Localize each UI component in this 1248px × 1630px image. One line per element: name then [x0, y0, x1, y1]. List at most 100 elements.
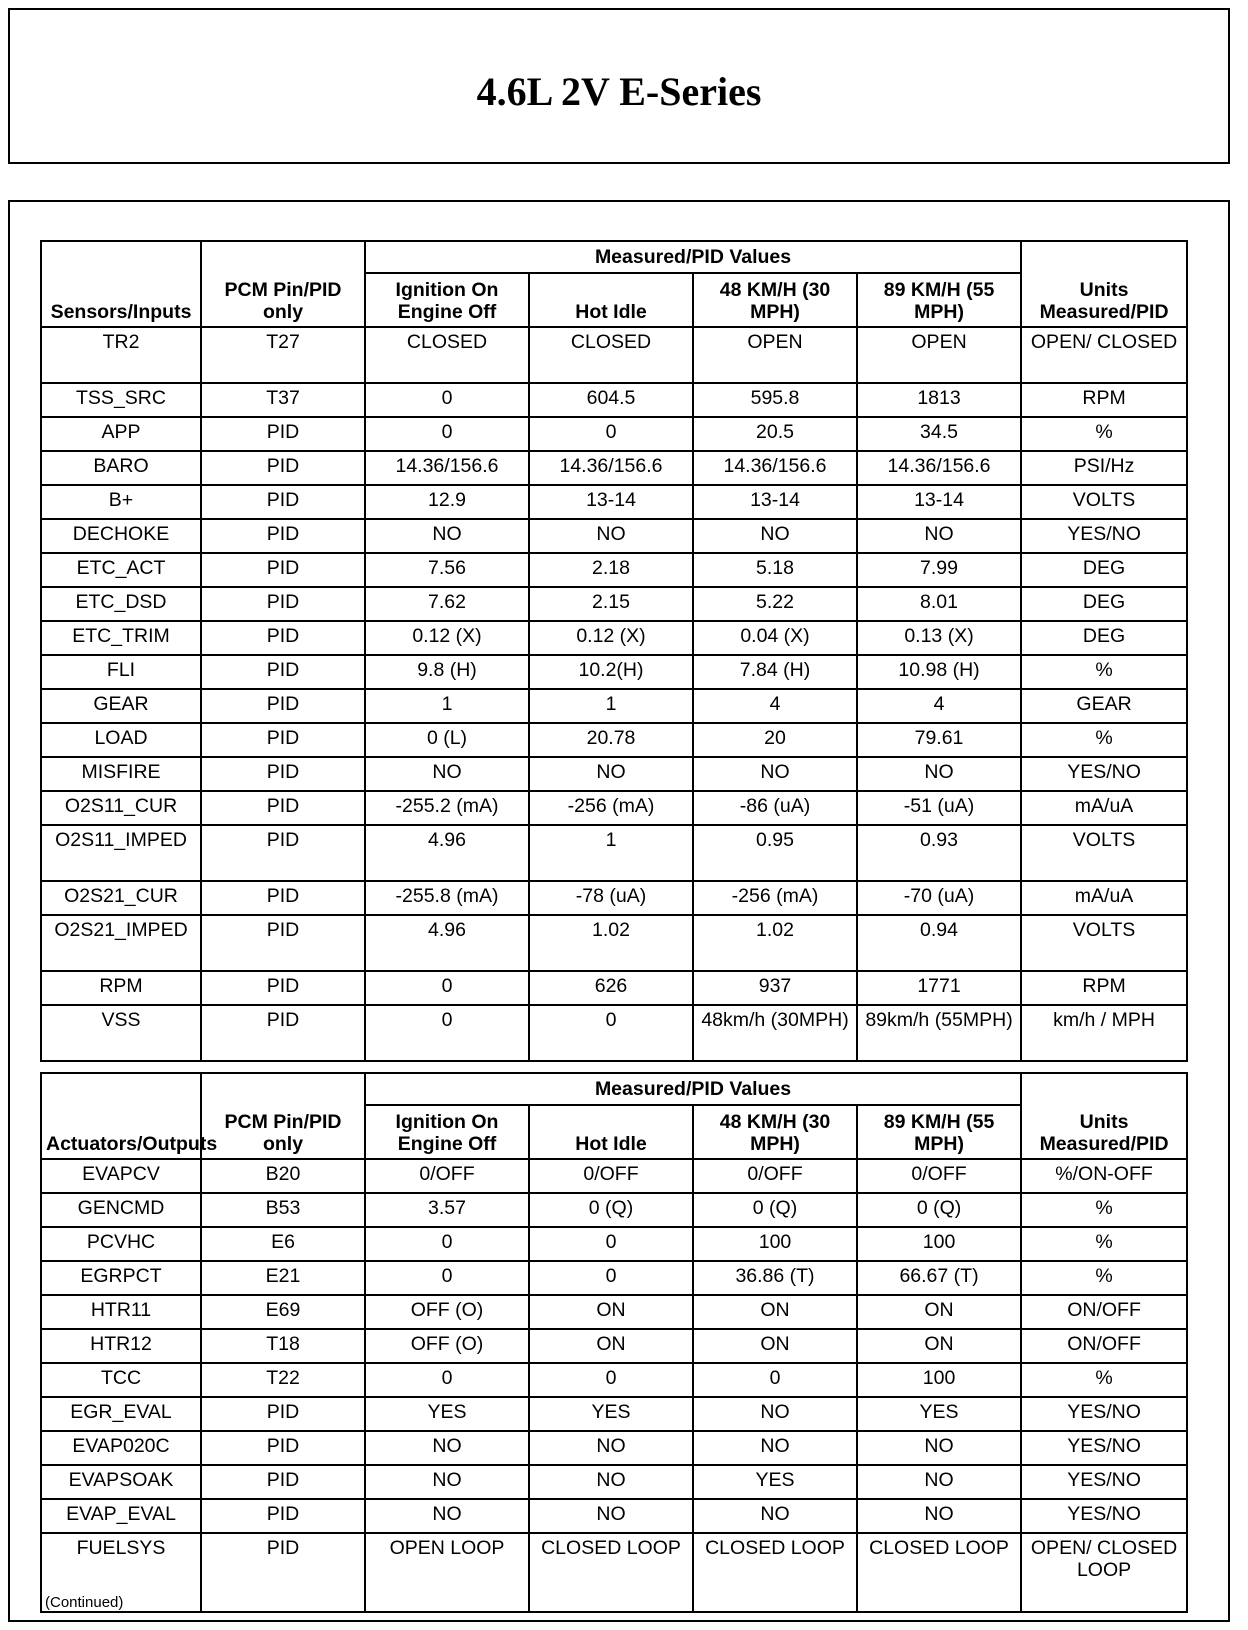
table-cell: 7.56	[364, 552, 530, 588]
sensors-inputs-table: Sensors/Inputs PCM Pin/PID only Measured/P…	[40, 240, 1189, 1062]
table-cell: 79.61	[855, 722, 1023, 758]
table-cell: 4.96	[364, 824, 530, 882]
table-cell: 0.13 (X)	[855, 620, 1023, 656]
table-cell: YES	[364, 1396, 530, 1432]
table-cell: mA/uA	[1020, 790, 1189, 826]
table-cell: GENCMD	[40, 1192, 202, 1228]
table-cell: PID	[200, 450, 366, 486]
table-cell: 12.9	[364, 484, 530, 520]
table-row: LOAD PID 0 (L) 20.78 20 79.61%	[40, 722, 1189, 758]
table-cell: 2.15	[528, 586, 694, 622]
table-cell: PID	[200, 1430, 366, 1466]
table-cell: PID	[200, 824, 366, 882]
table-cell: 5.22	[692, 586, 858, 622]
table-cell: 0 (Q)	[855, 1192, 1023, 1228]
table-cell: 5.18	[692, 552, 858, 588]
table-row: EGRPCT E21 0 0 36.86 (T) 66.67 (T)%	[40, 1260, 1189, 1296]
table-cell: PID	[200, 416, 366, 452]
table-cell: 10.98 (H)	[855, 654, 1023, 690]
table-cell: 0	[528, 416, 694, 452]
table-cell: PID	[200, 722, 366, 758]
table-cell: PID	[200, 1464, 366, 1500]
table-cell: 0/OFF	[855, 1158, 1023, 1194]
table-cell: km/h / MPH	[1020, 1004, 1189, 1062]
table-cell: NO	[364, 518, 530, 554]
table-cell: 1813	[855, 382, 1023, 418]
table-row: HTR12 T18 OFF (O) ON ON ON ON/OFF	[40, 1328, 1189, 1364]
table-row: ETC_ACT PID 7.56 2.18 5.18 7.99 DEG	[40, 552, 1189, 588]
table-cell: NO	[855, 756, 1023, 792]
table-cell: NO	[528, 756, 694, 792]
table-cell: YES/NO	[1020, 1464, 1189, 1500]
table-cell: NO	[692, 756, 858, 792]
table-cell: 7.99	[855, 552, 1023, 588]
table-cell: OFF (O)	[364, 1328, 530, 1364]
table-row: PCVHC E6 0 0 100 100%	[40, 1226, 1189, 1262]
table-cell: PID	[200, 1532, 366, 1613]
table-cell: GEAR	[40, 688, 202, 724]
table-cell: 10.2(H)	[528, 654, 694, 690]
table-row: TR2 T27 CLOSED CLOSED OPEN OPEN OPEN/ CLOSED	[40, 326, 1189, 384]
table-cell: PID	[200, 586, 366, 622]
header-ign: Ignition On Engine Off	[364, 1104, 530, 1160]
table-cell: DECHOKE	[40, 518, 202, 554]
table-cell: YES/NO	[1020, 1498, 1189, 1534]
table-cell: EVAPCV	[40, 1158, 202, 1194]
table-cell: 8.01	[855, 586, 1023, 622]
table-cell: 14.36/156.6	[692, 450, 858, 486]
header-idle: Hot Idle	[528, 272, 694, 328]
table-cell: T22	[200, 1362, 366, 1398]
table-cell: BARO	[40, 450, 202, 486]
actuators-outputs-table: Actuators/Outputs PCM Pin/PID only Measure…	[40, 1072, 1189, 1613]
table-row: GEAR PID 1 1 4 4 GEAR	[40, 688, 1189, 724]
table-row: DECHOKE PID NO NO NO NO YES/NO	[40, 518, 1189, 554]
title-box: 4.6L 2V E-Series	[8, 8, 1230, 164]
table-cell: 1	[528, 688, 694, 724]
table-cell: 4	[692, 688, 858, 724]
header-measured-values: Measured/PID Values	[363, 240, 1023, 274]
table-cell: EVAP020C	[40, 1430, 202, 1466]
table-cell: YES/NO	[1020, 756, 1189, 792]
table-cell: FUELSYS	[40, 1532, 202, 1613]
table-cell: 0	[364, 382, 530, 418]
table-cell: PID	[200, 914, 366, 972]
table-cell: YES	[692, 1464, 858, 1500]
table-cell: B+	[40, 484, 202, 520]
table-cell: 0	[364, 1226, 530, 1262]
table-cell: 100	[855, 1362, 1023, 1398]
table-cell: 13-14	[692, 484, 858, 520]
table-cell: DEG	[1020, 620, 1189, 656]
table-row: EVAPSOAK PID NO NO YES NO YES/NO	[40, 1464, 1189, 1500]
table-cell: T37	[200, 382, 366, 418]
table-cell: 14.36/156.6	[364, 450, 530, 486]
header-units: Units Measured/PID	[1020, 1072, 1189, 1160]
table-cell: NO	[528, 1464, 694, 1500]
table-cell: PID	[200, 790, 366, 826]
table-cell: 89km/h (55MPH)	[855, 1004, 1023, 1062]
table-cell: CLOSED	[528, 326, 694, 384]
table-cell: ETC_DSD	[40, 586, 202, 622]
table-cell: -255.8 (mA)	[364, 880, 530, 916]
table-cell: YES/NO	[1020, 1430, 1189, 1466]
table-cell: 20	[692, 722, 858, 758]
table-cell: 0	[364, 1260, 530, 1296]
table-cell: PCVHC	[40, 1226, 202, 1262]
table-cell: 0	[528, 1226, 694, 1262]
table-cell: PID	[200, 1396, 366, 1432]
table-row: O2S11_IMPED PID 4.96 1 0.95 0.93 VOLTS	[40, 824, 1189, 882]
table-cell: -51 (uA)	[855, 790, 1023, 826]
table-cell: 13-14	[528, 484, 694, 520]
table-cell: LOAD	[40, 722, 202, 758]
continued-note: (Continued)	[45, 1594, 124, 1611]
table-cell: YES/NO	[1020, 1396, 1189, 1432]
table-cell: 2.18	[528, 552, 694, 588]
table-cell: ON/OFF	[1020, 1294, 1189, 1330]
table-cell: %	[1020, 1362, 1189, 1398]
table-cell: FLI	[40, 654, 202, 690]
table-row: TSS_SRC T37 0 604.5 595.8 1813 RPM	[40, 382, 1189, 418]
table-cell: 1	[528, 824, 694, 882]
table-cell: NO	[692, 1498, 858, 1534]
table-cell: 0.12 (X)	[364, 620, 530, 656]
table-cell: 0/OFF	[528, 1158, 694, 1194]
table-cell: OPEN	[855, 326, 1023, 384]
